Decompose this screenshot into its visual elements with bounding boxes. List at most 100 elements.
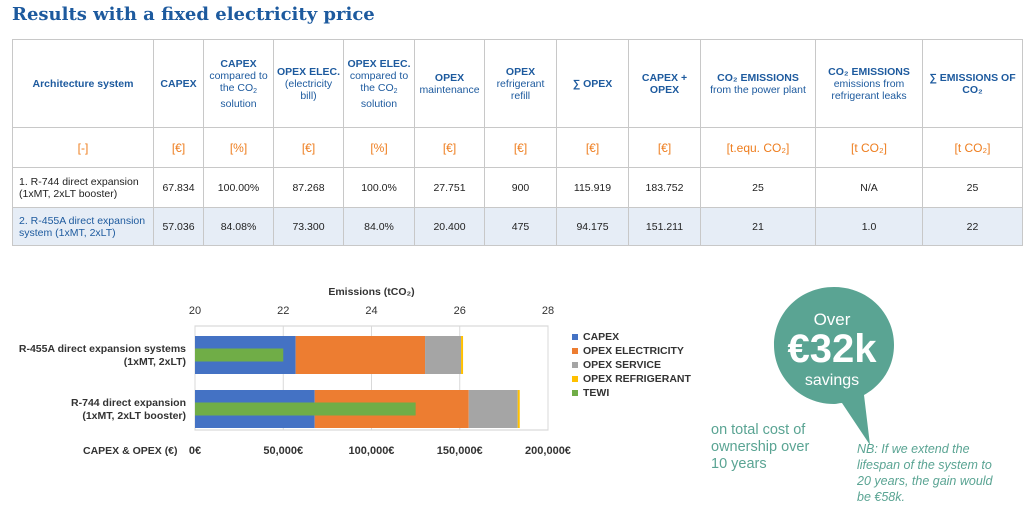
legend-swatch	[572, 348, 578, 354]
bottom-axis-label: CAPEX & OPEX (€)	[83, 445, 178, 457]
column-header-subtitle: from the power plant	[710, 83, 806, 96]
column-header-subtitle: (electricity bill)	[284, 77, 333, 102]
value-cell: 100.0%	[343, 167, 415, 208]
tewi-bar	[195, 402, 416, 416]
value-cell: 73.300	[273, 207, 344, 246]
value-cell: 27.751	[414, 167, 485, 208]
page-title: Results with a fixed electricity price	[12, 4, 375, 25]
legend-label: OPEX REFRIGERANT	[583, 373, 692, 385]
tco-note: on total cost of ownership over 10 years	[711, 422, 810, 472]
column-header: ∑ EMISSIONS OF CO₂	[922, 39, 1023, 128]
column-header: OPEX refrigerant refill	[484, 39, 557, 128]
savings-label: savings	[804, 372, 860, 389]
value-cell: 84.0%	[343, 207, 415, 246]
unit-cell: [t CO₂]	[815, 127, 923, 168]
bottom-axis-tick: 100,000€	[349, 445, 395, 457]
bar-segment	[517, 390, 520, 428]
bottom-axis-tick: 0€	[189, 445, 201, 457]
column-header-title: OPEX ELEC.	[277, 65, 341, 78]
table-header-row: Architecture system CAPEX CAPEX compared to…	[12, 39, 1023, 128]
column-header-subtitle: compared to the CO2 solution	[209, 69, 268, 110]
unit-cell: [t CO₂]	[922, 127, 1023, 168]
tewi-bar	[195, 348, 284, 362]
savings-over-text: Over	[813, 310, 851, 329]
unit-cell: [€]	[628, 127, 701, 168]
bottom-axis-tick: 200,000€	[525, 445, 571, 457]
value-cell: 87.268	[273, 167, 344, 208]
legend-label: TEWI	[583, 387, 609, 399]
row-label-cell: 2. R-455A direct expansion system (1xMT,…	[12, 207, 154, 246]
column-header-subtitle: emissions from refrigerant leaks	[831, 77, 907, 102]
unit-cell: [t.equ. CO₂]	[700, 127, 816, 168]
unit-cell: [€]	[556, 127, 629, 168]
category-label: (1xMT, 2xLT)	[124, 356, 186, 368]
legend-label: CAPEX	[583, 331, 619, 343]
unit-cell: [€]	[273, 127, 344, 168]
top-axis-tick: 28	[542, 305, 554, 317]
bottom-axis-tick: 150,000€	[437, 445, 483, 457]
column-header-title: Architecture system	[32, 77, 134, 90]
value-cell: 57.036	[153, 207, 204, 246]
legend-swatch	[572, 390, 578, 396]
column-header: CAPEX + OPEX	[628, 39, 701, 128]
bar-segment	[295, 336, 426, 374]
savings-bubble	[774, 287, 894, 445]
bar-segment	[461, 336, 464, 374]
top-axis-tick: 20	[189, 305, 201, 317]
value-cell: 67.834	[153, 167, 204, 208]
column-header-title: OPEX	[434, 71, 465, 84]
column-header: OPEX ELEC. (electricity bill)	[273, 39, 344, 128]
stacked-bar-chart: Emissions (tCO₂) 20 22 24 26 28 CAPEX & OPEX (…	[19, 286, 692, 457]
results-table: Architecture system CAPEX CAPEX compared to…	[12, 39, 1023, 246]
unit-cell: [-]	[12, 127, 154, 168]
value-cell: 115.919	[556, 167, 629, 208]
unit-cell: [%]	[203, 127, 274, 168]
value-cell: N/A	[815, 167, 923, 208]
nb-note: NB: If we extend the lifespan of the sys…	[857, 442, 993, 504]
value-cell: 151.211	[628, 207, 701, 246]
unit-cell: [€]	[414, 127, 485, 168]
table-units-row: [-] [€] [%] [€] [%] [€] [€] [€] [€] [t.equ. CO₂][…	[12, 127, 1023, 168]
value-cell: 22	[922, 207, 1023, 246]
unit-cell: [%]	[343, 127, 415, 168]
column-header: ∑ OPEX	[556, 39, 629, 128]
category-label: R-744 direct expansion	[71, 397, 186, 409]
unit-cell: [€]	[484, 127, 557, 168]
column-header-subtitle: maintenance	[419, 83, 480, 96]
column-header-title: CO₂ EMISSIONS	[717, 71, 799, 84]
column-header: OPEX maintenance	[414, 39, 485, 128]
column-header: CO₂ EMISSIONS emissions from refrigerant …	[815, 39, 923, 128]
value-cell: 900	[484, 167, 557, 208]
savings-amount: €32k	[787, 327, 877, 371]
column-header-title: CAPEX + OPEX	[641, 71, 688, 96]
category-label: (1xMT, 2xLT booster)	[82, 410, 186, 422]
column-header-subtitle: refrigerant refill	[496, 77, 545, 102]
top-axis-tick: 26	[454, 305, 466, 317]
column-header: OPEX ELEC. compared to the CO2 solution	[343, 39, 415, 128]
top-axis-label: Emissions (tCO₂)	[328, 286, 414, 298]
column-header-title: CAPEX	[160, 77, 197, 90]
legend-label: OPEX SERVICE	[583, 359, 661, 371]
table-row: 1. R-744 direct expansion (1xMT, 2xLT bo…	[12, 167, 1023, 208]
table-row: 2. R-455A direct expansion system (1xMT,…	[12, 207, 1023, 246]
column-header: Architecture system	[12, 39, 154, 128]
legend-label: OPEX ELECTRICITY	[583, 345, 684, 357]
category-label: R-455A direct expansion systems	[19, 343, 186, 355]
legend-swatch	[572, 334, 578, 340]
row-label-cell: 1. R-744 direct expansion (1xMT, 2xLT bo…	[12, 167, 154, 208]
value-cell: 100.00%	[203, 167, 274, 208]
value-cell: 183.752	[628, 167, 701, 208]
top-axis-tick: 24	[365, 305, 377, 317]
value-cell: 84.08%	[203, 207, 274, 246]
column-header-title: ∑ OPEX	[572, 77, 613, 90]
column-header-title: CAPEX	[220, 57, 257, 70]
value-cell: 94.175	[556, 207, 629, 246]
value-cell: 1.0	[815, 207, 923, 246]
top-axis-tick: 22	[277, 305, 289, 317]
value-cell: 20.400	[414, 207, 485, 246]
value-cell: 25	[700, 167, 816, 208]
column-header-title: CO₂ EMISSIONS	[828, 65, 910, 78]
column-header-subtitle: compared to the CO2 solution	[349, 69, 409, 110]
bar-segment	[468, 390, 518, 428]
unit-cell: [€]	[153, 127, 204, 168]
